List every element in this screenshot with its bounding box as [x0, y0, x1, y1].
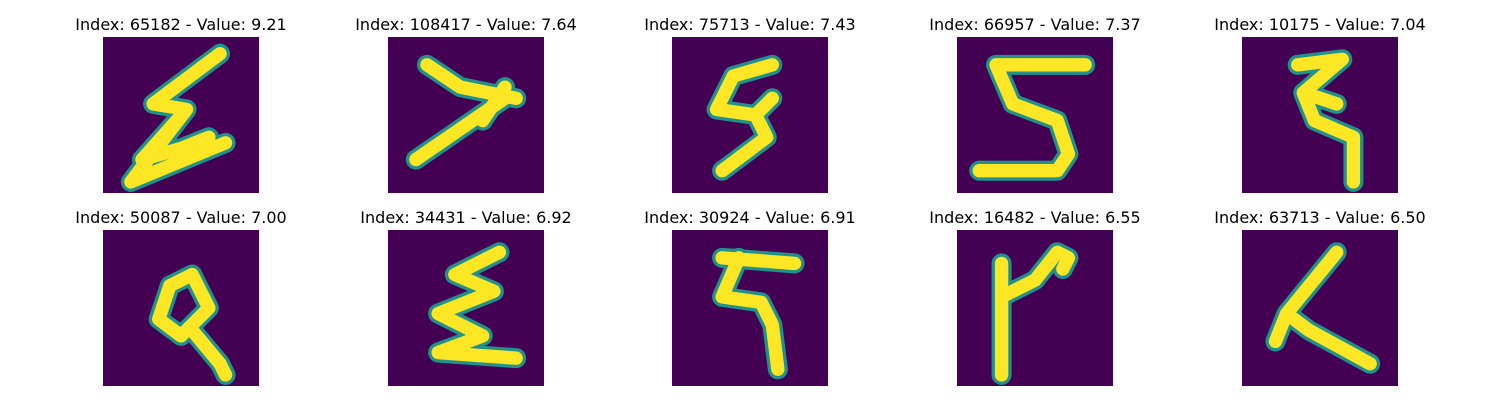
handwritten-character-image — [103, 37, 259, 193]
image-background — [103, 230, 259, 386]
panel-title: Index: 16482 - Value: 6.55 — [929, 208, 1141, 227]
handwritten-character-image — [672, 230, 828, 386]
image-panel: Index: 50087 - Value: 7.00 — [75, 209, 287, 386]
panel-title: Index: 75713 - Value: 7.43 — [644, 15, 856, 34]
panel-title: Index: 65182 - Value: 9.21 — [75, 15, 287, 34]
character-stroke — [152, 267, 233, 382]
panel-title: Index: 63713 - Value: 6.50 — [1214, 208, 1426, 227]
panel-title: Index: 34431 - Value: 6.92 — [360, 208, 572, 227]
handwritten-character-image — [957, 230, 1113, 386]
character-stroke — [409, 58, 523, 167]
handwritten-character-image — [103, 230, 259, 386]
panel-title: Index: 108417 - Value: 7.64 — [355, 15, 577, 34]
image-panel: Index: 30924 - Value: 6.91 — [644, 209, 856, 386]
image-panel: Index: 65182 - Value: 9.21 — [75, 16, 287, 193]
character-stroke — [1268, 245, 1377, 371]
character-stroke — [1291, 52, 1361, 189]
image-panel: Index: 66957 - Value: 7.37 — [929, 16, 1141, 193]
image-panel: Index: 16482 - Value: 6.55 — [929, 209, 1141, 386]
image-panel: Index: 34431 - Value: 6.92 — [360, 209, 572, 386]
handwritten-character-image — [1242, 37, 1398, 193]
character-stroke — [994, 245, 1076, 382]
image-panel: Index: 75713 - Value: 7.43 — [644, 16, 856, 193]
panel-title: Index: 10175 - Value: 7.04 — [1214, 15, 1426, 34]
character-stroke — [124, 47, 233, 189]
handwritten-character-image — [1242, 230, 1398, 386]
image-panel: Index: 108417 - Value: 7.64 — [355, 16, 577, 193]
panel-title: Index: 66957 - Value: 7.37 — [929, 15, 1141, 34]
character-stroke — [972, 58, 1092, 178]
handwritten-character-image — [388, 37, 544, 193]
image-panel: Index: 63713 - Value: 6.50 — [1214, 209, 1426, 386]
character-stroke — [431, 245, 523, 365]
image-background — [957, 230, 1113, 386]
character-stroke — [709, 58, 779, 178]
handwritten-character-image — [957, 37, 1113, 193]
handwritten-character-image — [672, 37, 828, 193]
character-stroke — [715, 251, 802, 376]
image-panel: Index: 10175 - Value: 7.04 — [1214, 16, 1426, 193]
panel-title: Index: 30924 - Value: 6.91 — [644, 208, 856, 227]
panel-title: Index: 50087 - Value: 7.00 — [75, 208, 287, 227]
handwritten-character-image — [388, 230, 544, 386]
